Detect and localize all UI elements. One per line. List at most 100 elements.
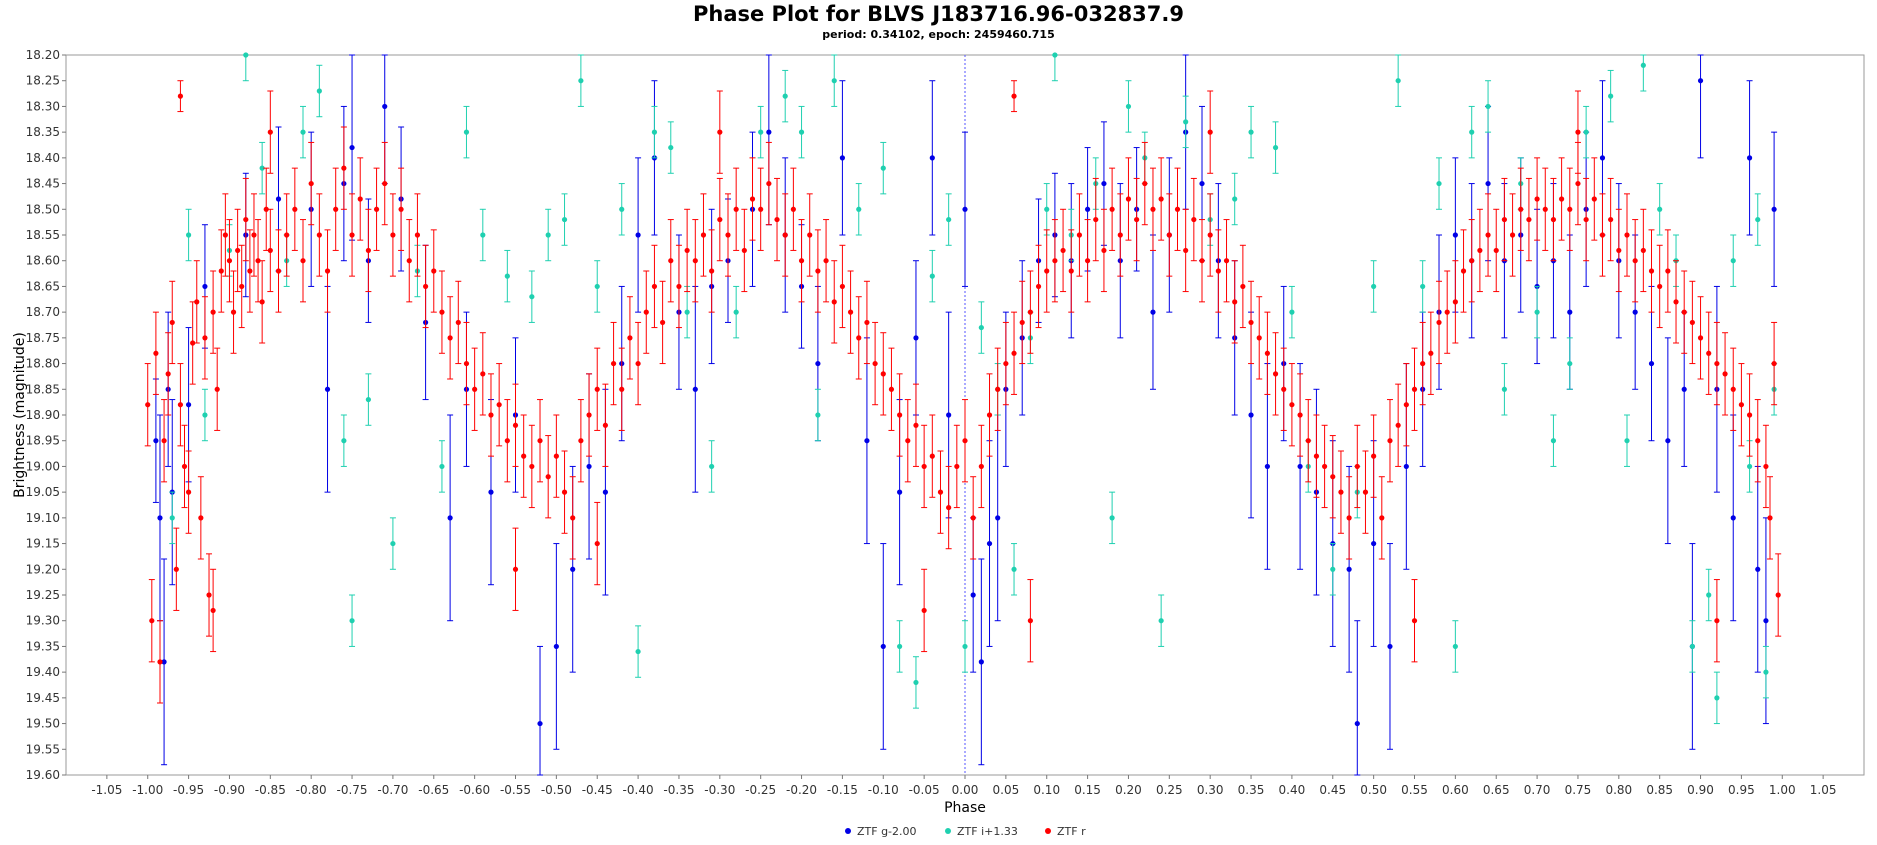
data-point <box>823 258 829 264</box>
data-point <box>1101 247 1107 254</box>
data-point <box>1730 386 1736 392</box>
data-point <box>1542 206 1548 212</box>
data-point <box>185 402 192 408</box>
data-point <box>161 659 167 665</box>
data-point <box>1746 155 1753 161</box>
data-point <box>1665 438 1671 444</box>
data-point <box>1567 206 1573 212</box>
data-point <box>1371 540 1377 547</box>
data-point <box>1354 463 1360 470</box>
x-tick-label: 0.55 <box>1401 783 1428 797</box>
data-point <box>1011 350 1017 356</box>
data-point <box>888 386 895 392</box>
data-point <box>1730 258 1736 264</box>
data-point <box>578 78 584 84</box>
data-point <box>1567 309 1573 315</box>
data-point <box>521 453 527 459</box>
data-point <box>676 283 682 290</box>
data-point <box>169 319 175 326</box>
data-point <box>1452 643 1458 650</box>
data-point <box>733 309 739 315</box>
data-point <box>1207 232 1213 238</box>
data-point <box>586 412 592 418</box>
data-point <box>341 438 347 444</box>
data-point <box>1248 412 1254 418</box>
data-point <box>1583 216 1589 223</box>
x-tick-label: 0.00 <box>952 783 979 797</box>
data-point <box>431 268 437 274</box>
data-point <box>594 540 600 547</box>
data-point <box>480 371 486 377</box>
data-point <box>962 643 968 650</box>
data-point <box>668 144 674 151</box>
data-point <box>504 273 510 279</box>
data-point <box>529 463 535 470</box>
data-point <box>831 78 837 84</box>
data-point <box>986 412 993 418</box>
data-point <box>333 206 339 212</box>
data-point <box>1403 463 1409 470</box>
x-tick-label: 0.05 <box>993 783 1020 797</box>
data-point <box>1101 180 1107 187</box>
data-point <box>1248 319 1254 326</box>
data-point <box>1150 206 1156 212</box>
data-point <box>962 438 968 444</box>
data-point <box>1755 438 1761 444</box>
data-point <box>1289 309 1295 315</box>
x-tick-label: 0.45 <box>1319 783 1346 797</box>
data-point <box>365 247 371 254</box>
x-tick-label: -0.55 <box>500 783 531 797</box>
data-point <box>1215 268 1221 274</box>
y-tick-label: 18.65 <box>26 279 60 293</box>
data-point <box>1060 247 1066 254</box>
data-point <box>1608 216 1614 223</box>
data-point <box>263 206 269 212</box>
x-tick-label: -0.60 <box>459 783 490 797</box>
data-point <box>324 386 331 392</box>
data-point <box>856 335 862 341</box>
data-point <box>1665 268 1671 274</box>
data-point <box>1583 129 1589 135</box>
data-point <box>807 232 813 238</box>
data-point <box>1068 268 1074 274</box>
y-tick-label: 19.15 <box>26 537 60 551</box>
data-point <box>1534 196 1540 202</box>
data-point <box>594 386 600 392</box>
data-point <box>316 88 322 94</box>
data-point <box>561 216 568 223</box>
data-point <box>153 438 159 444</box>
data-point <box>847 309 854 315</box>
data-point <box>1371 453 1377 459</box>
y-tick-label: 18.75 <box>26 331 60 345</box>
data-point <box>717 216 723 223</box>
y-tick-label: 18.55 <box>26 228 60 242</box>
data-point <box>553 453 559 459</box>
data-point <box>1403 402 1409 408</box>
data-point <box>496 402 502 408</box>
data-point <box>190 340 196 346</box>
y-tick-label: 19.40 <box>26 665 60 679</box>
data-point <box>406 258 412 264</box>
data-point <box>1027 618 1033 624</box>
data-point <box>766 180 772 187</box>
legend-swatch <box>1045 828 1051 834</box>
data-point <box>782 232 788 238</box>
data-point <box>1755 566 1761 572</box>
x-tick-label: -0.35 <box>663 783 694 797</box>
x-tick-label: 0.50 <box>1360 783 1387 797</box>
data-point <box>1027 309 1033 315</box>
data-point <box>243 52 249 58</box>
data-point <box>570 566 576 572</box>
chart-subtitle: period: 0.34102, epoch: 2459460.715 <box>822 28 1055 41</box>
data-point <box>1420 283 1426 290</box>
x-tick-label: -1.05 <box>91 783 122 797</box>
data-point <box>946 412 952 418</box>
data-point <box>1322 463 1328 470</box>
y-tick-label: 19.05 <box>26 485 60 499</box>
data-point <box>165 371 171 377</box>
data-point <box>864 319 870 326</box>
data-point <box>1706 592 1712 598</box>
data-point <box>275 196 282 202</box>
data-point <box>1714 618 1720 624</box>
